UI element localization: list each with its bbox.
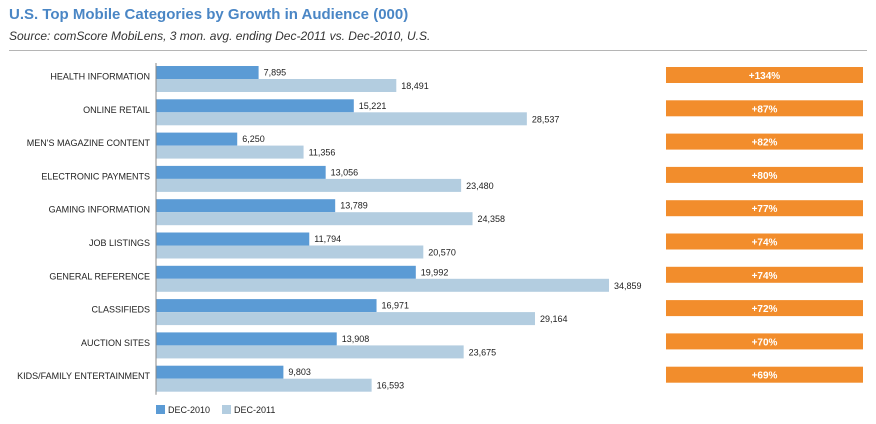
header-divider xyxy=(9,50,867,51)
bar-dec-2010 xyxy=(156,332,337,346)
growth-badge xyxy=(666,300,863,317)
growth-label: +69% xyxy=(752,371,778,382)
value-label-dec-2010: 13,056 xyxy=(331,167,359,177)
bar-dec-2011 xyxy=(156,278,609,292)
category-label: HEALTH INFORMATION xyxy=(50,72,150,82)
category-label: ONLINE RETAIL xyxy=(83,105,150,115)
bar-dec-2010 xyxy=(156,365,284,379)
value-label-dec-2010: 6,250 xyxy=(242,134,265,144)
value-label-dec-2010: 11,794 xyxy=(314,234,341,244)
bar-dec-2011 xyxy=(156,79,397,92)
value-label-dec-2010: 9,803 xyxy=(288,367,311,377)
growth-badge xyxy=(666,67,863,83)
value-label-dec-2010: 15,221 xyxy=(359,101,387,111)
bar-dec-2011 xyxy=(156,345,464,359)
growth-label: +87% xyxy=(752,104,778,115)
value-label-dec-2011: 11,356 xyxy=(309,148,336,158)
value-label-dec-2011: 29,164 xyxy=(540,314,568,324)
bar-dec-2011 xyxy=(156,312,535,326)
bar-dec-2010 xyxy=(156,199,336,213)
category-label: GENERAL REFERENCE xyxy=(49,271,150,281)
bar-dec-2011 xyxy=(156,245,424,259)
legend-swatch-dec-2011 xyxy=(222,405,231,414)
growth-badge xyxy=(666,100,863,117)
value-label-dec-2010: 16,971 xyxy=(382,301,410,311)
legend-swatch-dec-2010 xyxy=(156,405,165,414)
bar-dec-2011 xyxy=(156,178,462,192)
value-label-dec-2011: 16,593 xyxy=(377,381,405,391)
bar-dec-2010 xyxy=(156,232,310,246)
value-label-dec-2011: 28,537 xyxy=(532,114,560,124)
growth-label: +80% xyxy=(752,171,778,182)
chart-title: U.S. Top Mobile Categories by Growth in … xyxy=(9,6,409,23)
growth-label: +82% xyxy=(752,138,778,149)
growth-label: +74% xyxy=(752,238,778,249)
category-label: CLASSIFIEDS xyxy=(91,305,150,315)
bar-dec-2010 xyxy=(156,299,377,313)
growth-label: +70% xyxy=(752,337,778,348)
value-label-dec-2010: 7,895 xyxy=(264,68,287,78)
bar-dec-2010 xyxy=(156,265,416,279)
growth-badge xyxy=(666,200,863,217)
bar-dec-2011 xyxy=(156,145,304,159)
growth-badge xyxy=(666,333,863,350)
growth-label: +74% xyxy=(752,271,778,282)
growth-badge xyxy=(666,233,863,250)
growth-label: +72% xyxy=(752,304,778,315)
bar-dec-2011 xyxy=(156,112,527,126)
bar-dec-2010 xyxy=(156,132,238,146)
value-label-dec-2010: 13,789 xyxy=(340,201,368,211)
category-label: ELECTRONIC PAYMENTS xyxy=(41,171,150,181)
category-label: KIDS/FAMILY ENTERTAINMENT xyxy=(17,371,150,381)
category-label: AUCTION SITES xyxy=(81,338,150,348)
value-label-dec-2011: 18,491 xyxy=(401,81,429,91)
value-label-dec-2011: 23,675 xyxy=(469,347,497,357)
value-label-dec-2010: 13,908 xyxy=(342,334,370,344)
bar-dec-2010 xyxy=(156,66,259,79)
category-label: JOB LISTINGS xyxy=(89,238,150,248)
value-label-dec-2010: 19,992 xyxy=(421,267,449,277)
value-label-dec-2011: 34,859 xyxy=(614,281,642,291)
growth-badge xyxy=(666,266,863,283)
value-label-dec-2011: 20,570 xyxy=(428,248,456,258)
category-label: MEN'S MAGAZINE CONTENT xyxy=(27,138,151,148)
bar-dec-2010 xyxy=(156,99,354,113)
category-label: GAMING INFORMATION xyxy=(49,205,150,215)
value-label-dec-2011: 23,480 xyxy=(466,181,494,191)
growth-badge xyxy=(666,166,863,183)
growth-badge xyxy=(666,133,863,150)
growth-badge xyxy=(666,366,863,383)
bar-dec-2011 xyxy=(156,212,473,226)
value-label-dec-2011: 24,358 xyxy=(478,214,506,224)
legend-label-dec-2011: DEC-2011 xyxy=(234,405,275,415)
bar-dec-2011 xyxy=(156,378,372,392)
growth-label: +134% xyxy=(749,71,781,82)
legend-label-dec-2010: DEC-2010 xyxy=(168,405,210,415)
chart-subtitle: Source: comScore MobiLens, 3 mon. avg. e… xyxy=(9,29,431,43)
growth-label: +77% xyxy=(752,204,778,215)
bar-dec-2010 xyxy=(156,165,326,179)
